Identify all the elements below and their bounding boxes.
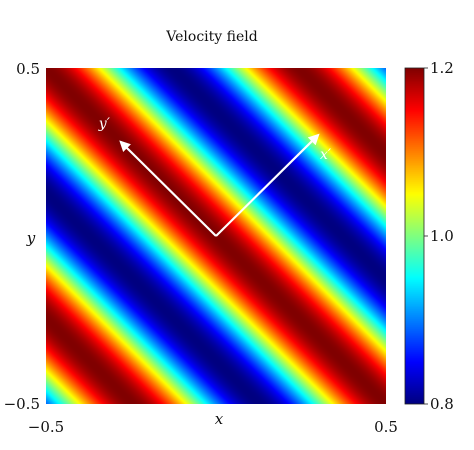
x-prime-label: x′ — [320, 147, 332, 163]
x-axis-label: x — [215, 410, 224, 428]
colorbar-tick-label: 1.2 — [430, 59, 454, 77]
x-tick-max: 0.5 — [374, 418, 398, 436]
rotated-axes-annotation: x′ y′ — [98, 116, 332, 237]
x-prime-arrow — [215, 133, 320, 237]
colorbar-tick-label: 0.8 — [430, 395, 454, 413]
y-prime-label: y′ — [98, 116, 111, 132]
colorbar-ticks: 1.2 1.0 0.8 — [424, 59, 454, 413]
y-tick-min: −0.5 — [4, 395, 40, 413]
y-tick-max: 0.5 — [16, 60, 40, 78]
colorbar — [405, 68, 424, 404]
y-prime-arrow — [119, 140, 217, 237]
colorbar-tick-label: 1.0 — [430, 227, 454, 245]
x-tick-min: −0.5 — [28, 418, 64, 436]
chart-title: Velocity field — [165, 29, 257, 45]
y-axis-label: y — [26, 229, 36, 247]
